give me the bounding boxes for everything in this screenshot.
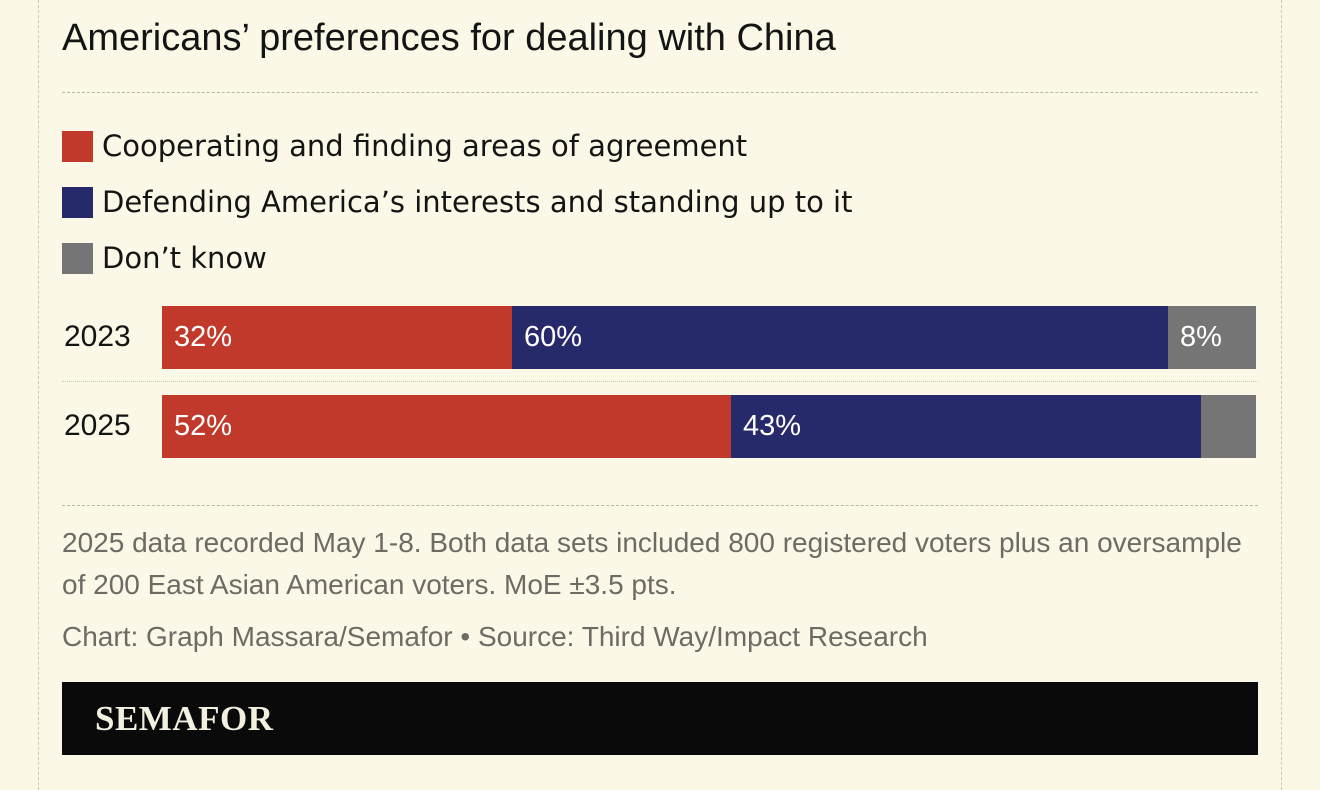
data-label-cooperating-2023: 32% bbox=[174, 321, 233, 353]
bar-2025: 52% 43% bbox=[162, 395, 1256, 458]
bar-segment-dont-know-2025 bbox=[1201, 395, 1256, 458]
bar-segment-defending-2023 bbox=[512, 306, 1168, 369]
brand-footer: SEMAFOR bbox=[62, 682, 1258, 755]
bar-2023: 32% 60% 8% bbox=[162, 306, 1256, 369]
legend-item-dont-know: Don’t know bbox=[62, 230, 852, 286]
legend-label-dont-know: Don’t know bbox=[102, 241, 267, 275]
legend: Cooperating and finding areas of agreeme… bbox=[62, 118, 852, 286]
data-label-defending-2025: 43% bbox=[743, 410, 802, 442]
divider-top bbox=[62, 92, 1258, 93]
row-divider bbox=[62, 381, 1258, 382]
bar-segment-dont-know-2023 bbox=[1168, 306, 1256, 369]
bar-segment-cooperating-2025 bbox=[162, 395, 731, 458]
legend-item-cooperating: Cooperating and finding areas of agreeme… bbox=[62, 118, 852, 174]
chart-frame bbox=[38, 0, 1282, 790]
chart-title: Americans’ preferences for dealing with … bbox=[62, 17, 836, 59]
data-label-cooperating-2025: 52% bbox=[174, 410, 233, 442]
row-label-2025: 2025 bbox=[64, 409, 131, 442]
legend-swatch-cooperating bbox=[62, 130, 93, 162]
legend-item-defending: Defending America’s interests and standi… bbox=[62, 174, 852, 230]
divider-bottom bbox=[62, 505, 1258, 506]
legend-swatch-defending bbox=[62, 186, 93, 218]
semafor-logo: SEMAFOR bbox=[95, 699, 274, 738]
bar-segment-cooperating-2023 bbox=[162, 306, 512, 369]
legend-label-cooperating: Cooperating and finding areas of agreeme… bbox=[102, 129, 748, 163]
footnote: 2025 data recorded May 1-8. Both data se… bbox=[62, 527, 1242, 600]
source-credit: Chart: Graph Massara/Semafor • Source: T… bbox=[62, 621, 928, 652]
legend-label-defending: Defending America’s interests and standi… bbox=[102, 185, 853, 219]
data-label-defending-2023: 60% bbox=[524, 321, 583, 353]
data-label-dont-know-2023: 8% bbox=[1180, 321, 1222, 353]
row-label-2023: 2023 bbox=[64, 320, 131, 353]
bar-segment-defending-2025 bbox=[731, 395, 1201, 458]
legend-swatch-dont-know bbox=[62, 242, 93, 274]
